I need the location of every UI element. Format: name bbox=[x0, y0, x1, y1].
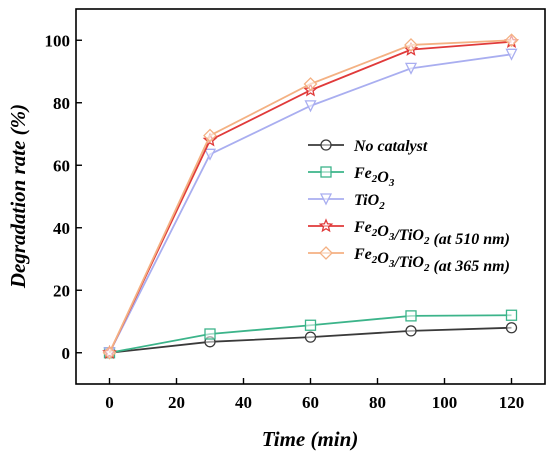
legend-entry: TiO2 bbox=[308, 192, 385, 212]
legend-entry: Fe2O3 bbox=[308, 165, 395, 189]
legend-label: No catalyst bbox=[353, 138, 428, 155]
data-point bbox=[405, 325, 417, 337]
series-line bbox=[108, 53, 512, 354]
data-point bbox=[318, 218, 334, 233]
data-point bbox=[102, 345, 117, 360]
legend-entry: No catalyst bbox=[308, 138, 428, 155]
x-tick-label: 0 bbox=[105, 393, 114, 412]
data-point bbox=[405, 310, 417, 322]
series bbox=[103, 309, 518, 359]
legend-label: Fe2O3/TiO2 (at 510 nm) bbox=[353, 219, 510, 248]
data-point bbox=[304, 331, 317, 343]
series bbox=[103, 48, 518, 360]
data-point bbox=[304, 319, 317, 331]
y-tick-label: 40 bbox=[53, 219, 70, 238]
data-point bbox=[204, 328, 216, 340]
legend-entry: Fe2O3/TiO2 (at 510 nm) bbox=[308, 218, 510, 248]
data-point bbox=[505, 309, 518, 321]
data-point bbox=[505, 48, 518, 61]
x-tick-label: 20 bbox=[168, 393, 185, 412]
data-point bbox=[203, 148, 217, 161]
legend-label: Fe2O3/TiO2 (at 365 nm) bbox=[353, 246, 510, 275]
y-tick-label: 20 bbox=[53, 281, 70, 300]
data-point bbox=[319, 246, 333, 260]
data-point bbox=[203, 128, 217, 143]
data-point bbox=[404, 38, 418, 52]
y-tick-label: 80 bbox=[53, 94, 70, 113]
x-axis-title: Time (min) bbox=[262, 427, 359, 451]
data-point bbox=[320, 139, 332, 151]
x-tick-label: 120 bbox=[499, 393, 525, 412]
x-tick-label: 40 bbox=[235, 393, 252, 412]
data-point bbox=[319, 193, 333, 206]
legend-entry: Fe2O3/TiO2 (at 365 nm) bbox=[308, 246, 510, 275]
y-tick-label: 0 bbox=[62, 344, 71, 363]
x-tick-label: 80 bbox=[369, 393, 386, 412]
data-point bbox=[404, 62, 418, 75]
y-tick-label: 100 bbox=[45, 31, 71, 50]
y-axis-title: Degradation rate (%) bbox=[6, 104, 30, 289]
data-point bbox=[320, 166, 332, 178]
y-tick-label: 60 bbox=[53, 156, 70, 175]
legend-label: Fe2O3 bbox=[353, 165, 395, 189]
data-point bbox=[505, 322, 518, 334]
series-layer bbox=[102, 33, 519, 360]
series bbox=[102, 33, 519, 360]
data-point bbox=[303, 77, 318, 91]
legend-label: TiO2 bbox=[354, 192, 385, 212]
data-point bbox=[304, 100, 317, 113]
ticks: 0 20 40 60 80 100 120 0 20 40 60 80 100 bbox=[45, 31, 525, 412]
data-point bbox=[504, 33, 519, 48]
x-tick-label: 100 bbox=[432, 393, 458, 412]
x-tick-label: 60 bbox=[302, 393, 319, 412]
legend: No catalyst Fe2O3 TiO2 Fe2O3/TiO2 (at 510 n… bbox=[308, 138, 510, 275]
